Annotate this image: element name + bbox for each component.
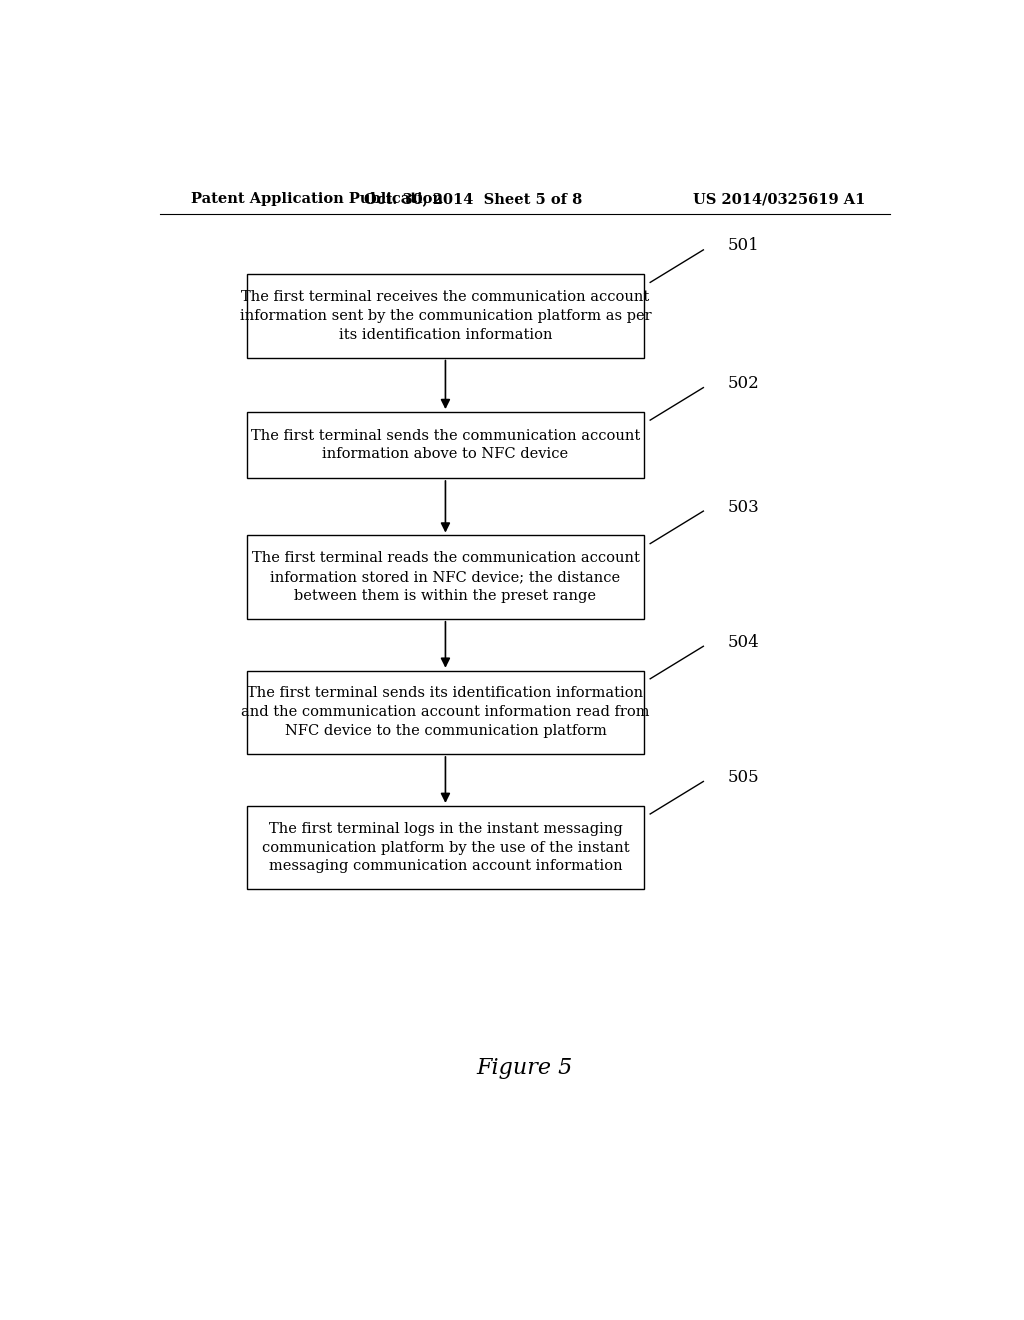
Bar <box>247 671 644 754</box>
Text: 503: 503 <box>727 499 759 516</box>
Text: 504: 504 <box>727 634 759 651</box>
Text: The first terminal logs in the instant messaging
communication platform by the u: The first terminal logs in the instant m… <box>261 821 630 874</box>
Text: Oct. 30, 2014  Sheet 5 of 8: Oct. 30, 2014 Sheet 5 of 8 <box>365 191 583 206</box>
Bar <box>247 805 644 890</box>
Text: Figure 5: Figure 5 <box>477 1057 572 1078</box>
Bar <box>247 275 644 358</box>
Text: The first terminal sends its identification information
and the communication ac: The first terminal sends its identificat… <box>242 686 649 738</box>
Text: US 2014/0325619 A1: US 2014/0325619 A1 <box>692 191 865 206</box>
Text: 502: 502 <box>727 375 759 392</box>
Bar <box>247 536 644 619</box>
Text: The first terminal receives the communication account
information sent by the co: The first terminal receives the communic… <box>240 290 651 342</box>
Bar <box>247 412 644 478</box>
Text: The first terminal sends the communication account
information above to NFC devi: The first terminal sends the communicati… <box>251 429 640 462</box>
Text: 505: 505 <box>727 768 759 785</box>
Text: Patent Application Publication: Patent Application Publication <box>191 191 443 206</box>
Text: 501: 501 <box>727 238 759 255</box>
Text: The first terminal reads the communication account
information stored in NFC dev: The first terminal reads the communicati… <box>252 552 639 603</box>
